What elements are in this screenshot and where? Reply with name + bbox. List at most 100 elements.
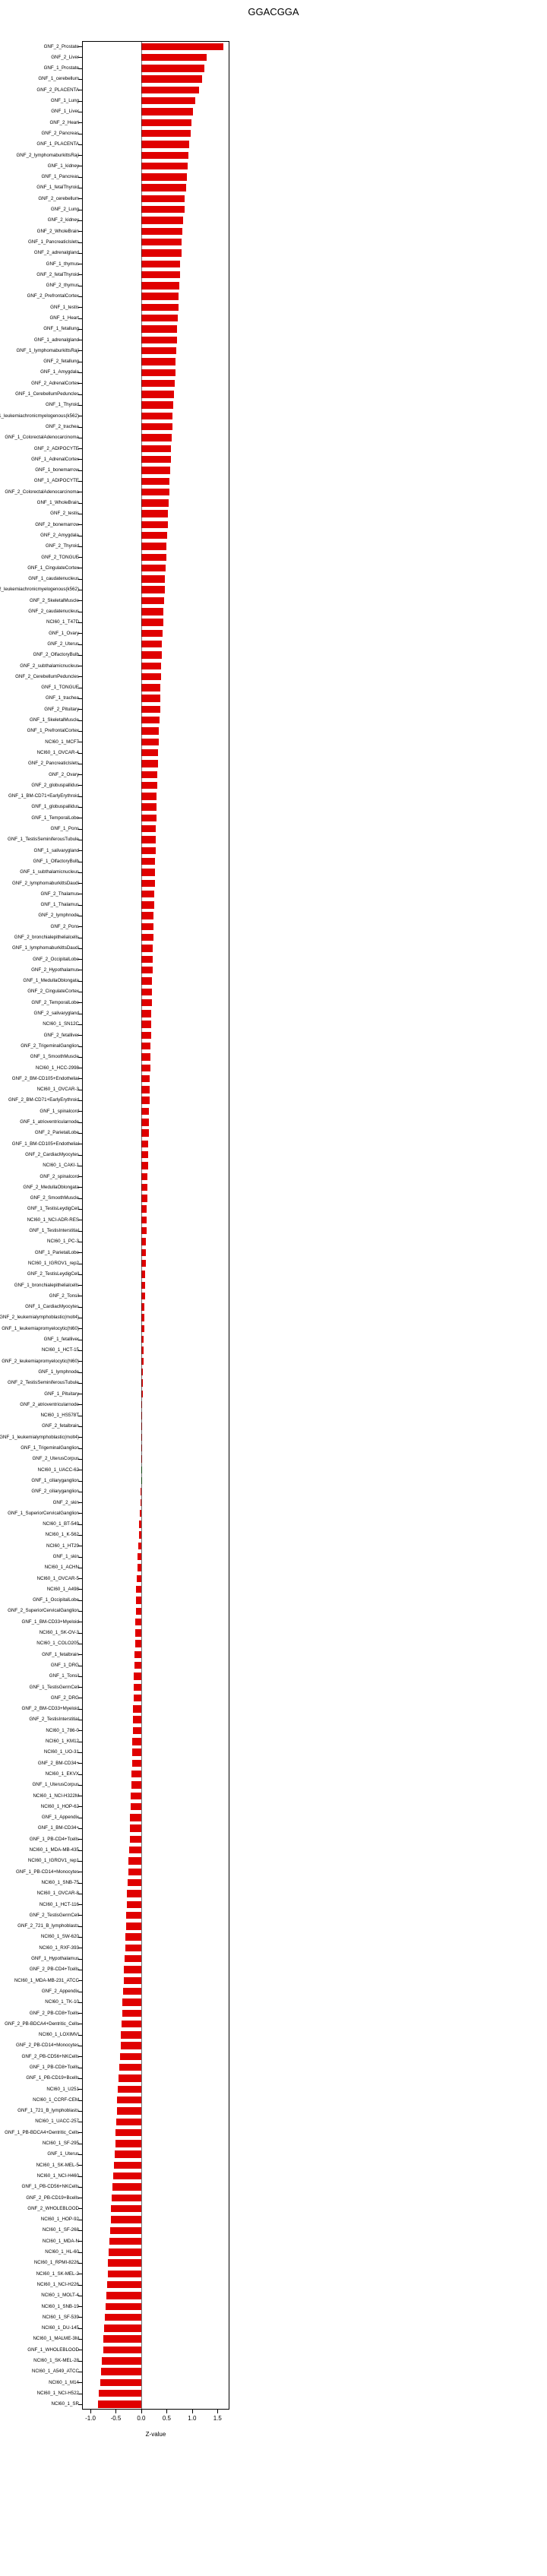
bar	[141, 412, 173, 420]
bar	[141, 173, 188, 181]
bar-row	[83, 1422, 229, 1430]
y-axis-tick-label: GNF_2_DRG	[50, 1695, 79, 1701]
y-axis-tick-label: GNF_2_thymus	[46, 283, 79, 289]
y-axis-tick-label: NCI60_1_SF-539	[42, 2314, 79, 2320]
y-axis-tick-label: GNF_1_PB-BDCA4+Dentritic_Cells	[5, 2129, 79, 2135]
y-axis-tick-label: NCI60_1_A498	[46, 1586, 79, 1592]
bar	[141, 869, 155, 876]
y-axis-tick-label: NCI60_1_PC-3	[47, 1239, 79, 1245]
y-axis-tick	[78, 1578, 82, 1580]
bar	[141, 499, 169, 507]
y-axis-tick-label: GNF_2_Liver	[51, 54, 79, 60]
bar	[141, 1053, 150, 1061]
bar-row	[83, 2020, 229, 2028]
bar-row	[83, 369, 229, 376]
y-axis-tick-label: GNF_2_testis	[50, 511, 79, 517]
y-axis-tick	[78, 2328, 82, 2329]
bar	[141, 477, 170, 485]
y-axis-tick	[78, 144, 82, 145]
y-axis-tick-label: GNF_2_ParietalLobe	[34, 1130, 79, 1136]
y-axis-tick-label: NCI60_1_U251	[46, 2086, 79, 2092]
y-axis-tick-label: NCI60_1_RXF-393	[39, 1945, 79, 1951]
y-axis-tick-label: NCI60_1_UO-31	[43, 1749, 79, 1755]
bar	[141, 955, 153, 964]
bar-row	[83, 1597, 229, 1604]
bar-row	[83, 890, 229, 898]
bar	[141, 1021, 151, 1028]
bar	[104, 2324, 141, 2332]
bar-row	[83, 1292, 229, 1300]
bar-row	[83, 672, 229, 681]
bar-row	[83, 1857, 229, 1865]
bar-row	[83, 847, 229, 855]
bar	[141, 217, 184, 224]
y-axis-tick-label: NCI60_1_EKVX	[45, 1771, 79, 1777]
y-axis-tick-label: GNF_1_PB-CD4+Tcells	[29, 1836, 79, 1842]
bar	[137, 1564, 141, 1571]
y-axis-tick-label: GNF_1_Amygdala	[40, 369, 79, 375]
bar	[141, 934, 153, 941]
y-axis-tick	[78, 318, 82, 319]
bar	[134, 1650, 141, 1659]
y-axis-tick	[78, 68, 82, 69]
y-axis-tick	[78, 904, 82, 906]
bar	[141, 455, 171, 464]
bar-row	[83, 1933, 229, 1941]
y-axis-tick-label: GNF_2_TestisSeminiferousTubule	[8, 1380, 79, 1386]
y-axis-tick-label: GNF_2_Heart	[49, 119, 79, 125]
y-axis-tick-label: GNF_2_bonemarrow	[35, 521, 79, 527]
bar-row	[83, 771, 229, 778]
bar-row	[83, 684, 229, 691]
y-axis-tick-label: GNF_2_leukemialymphoblastic(molt4)	[0, 1315, 79, 1321]
bar	[131, 1770, 141, 1778]
y-axis-labels: GNF_2_Prostate GNF_2_Liver GNF_1_Prostate G…	[0, 41, 82, 2410]
y-axis-tick	[78, 2034, 82, 2036]
bar	[110, 2216, 141, 2223]
y-axis-tick	[78, 1382, 82, 1384]
bar	[141, 629, 163, 638]
bar-row	[83, 86, 229, 94]
bar-row	[83, 2096, 229, 2104]
bar-row	[83, 477, 229, 485]
bar-row	[83, 1847, 229, 1854]
bar	[141, 1303, 145, 1311]
y-axis-tick-label: GNF_2_Appendix	[41, 1988, 79, 1994]
bar	[129, 1824, 141, 1832]
bar-row	[83, 1553, 229, 1561]
bar	[101, 2368, 141, 2375]
bar	[141, 1129, 149, 1137]
y-axis-tick-label: GNF_2_Pancreas	[41, 130, 79, 136]
bar	[126, 1900, 141, 1908]
bar-row	[83, 2216, 229, 2223]
bar-row	[83, 65, 229, 72]
bar	[121, 2031, 141, 2039]
y-axis-tick-label: GNF_2_TrigeminalGanglion	[21, 1043, 79, 1049]
bar-row	[83, 717, 229, 724]
y-axis-tick-label: GNF_2_caudatenucleus	[28, 609, 79, 615]
bar	[141, 814, 157, 822]
bar-row	[83, 2009, 229, 2017]
bar	[141, 640, 163, 648]
bar-row	[83, 1238, 229, 1245]
y-axis-tick	[78, 383, 82, 385]
y-axis-tick	[78, 328, 82, 330]
y-axis-tick-label: GNF_2_kidney	[47, 217, 79, 223]
y-axis-tick-label: NCI60_1_OVCAR-5	[36, 1575, 79, 1581]
bar	[141, 303, 179, 312]
bar	[129, 1835, 141, 1843]
bar-row	[83, 1445, 229, 1452]
y-axis-tick-label: GNF_2_ciliaryganglion	[31, 1489, 79, 1495]
y-axis-tick	[78, 1448, 82, 1449]
y-axis-tick-label: NCI60_1_IGROV1_rep2	[27, 1260, 79, 1266]
y-axis-tick-label: GNF_1_fetalliver	[43, 1337, 79, 1343]
y-axis-tick-label: GNF_1_atrioventricularnode	[20, 1119, 79, 1125]
bar-row	[83, 2128, 229, 2137]
y-axis-tick	[78, 1285, 82, 1286]
bar-row	[83, 206, 229, 214]
y-axis-tick-label: GNF_1_BM-CD33+Myeloid	[21, 1619, 79, 1625]
y-axis-tick-label: NCI60_1_MDA-MB-231_ATCC	[14, 1977, 79, 1983]
bar	[128, 1857, 141, 1865]
y-axis-tick-label: NCI60_1_NCI-H226	[36, 2281, 79, 2287]
y-axis-tick	[78, 46, 82, 48]
y-axis-tick-label: GNF_2_lymphomaburkittsRaji	[16, 152, 79, 158]
